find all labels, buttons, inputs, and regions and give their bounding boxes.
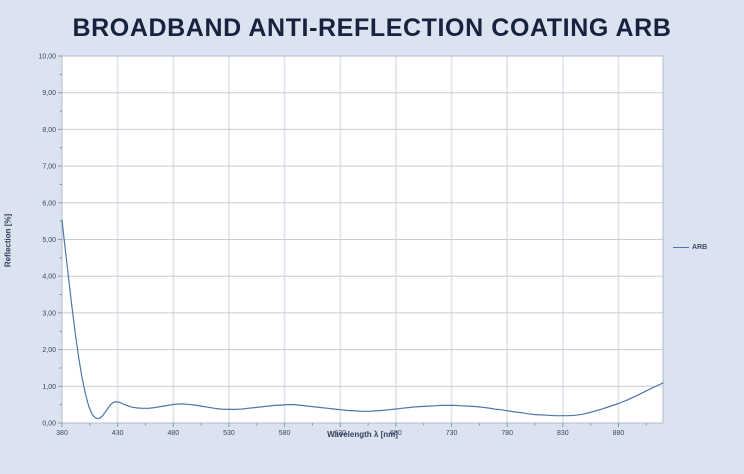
x-tick-label: 530 [223, 430, 235, 437]
x-tick-label: 730 [446, 430, 458, 437]
legend-line-icon [673, 247, 689, 248]
x-tick-label: 880 [613, 430, 625, 437]
series-line-arb [61, 219, 664, 420]
y-tick-label: 2,00 [42, 347, 56, 354]
y-tick-label: 1,00 [42, 384, 56, 391]
y-tick-label: 10,00 [38, 54, 56, 61]
legend-label: ARB [692, 244, 708, 251]
y-tick-label: 9,00 [42, 90, 56, 97]
legend-item-arb[interactable]: ARB [673, 244, 707, 251]
x-tick-label: 580 [279, 430, 291, 437]
x-tick-label: 680 [390, 430, 402, 437]
y-tick-label: 5,00 [42, 237, 56, 244]
x-tick-label: 630 [334, 430, 346, 437]
x-tick-label: 480 [167, 430, 179, 437]
chart-title: BROADBAND ANTI-REFLECTION COATING ARB [72, 14, 672, 42]
x-tick-label: 830 [557, 430, 569, 437]
y-tick-label: 0,00 [42, 421, 56, 428]
y-tick-label: 6,00 [42, 200, 56, 207]
x-axis-title: Wavelength λ [nm] [327, 430, 398, 439]
y-tick-label: 4,00 [42, 274, 56, 281]
x-tick-label: 380 [56, 430, 68, 437]
x-tick-label: 780 [501, 430, 513, 437]
y-tick-label: 3,00 [42, 310, 56, 317]
x-tick-label: 430 [112, 430, 124, 437]
y-tick-label: 7,00 [42, 164, 56, 171]
y-axis-title: Reflection [%] [3, 213, 13, 268]
y-tick-label: 8,00 [42, 127, 56, 134]
